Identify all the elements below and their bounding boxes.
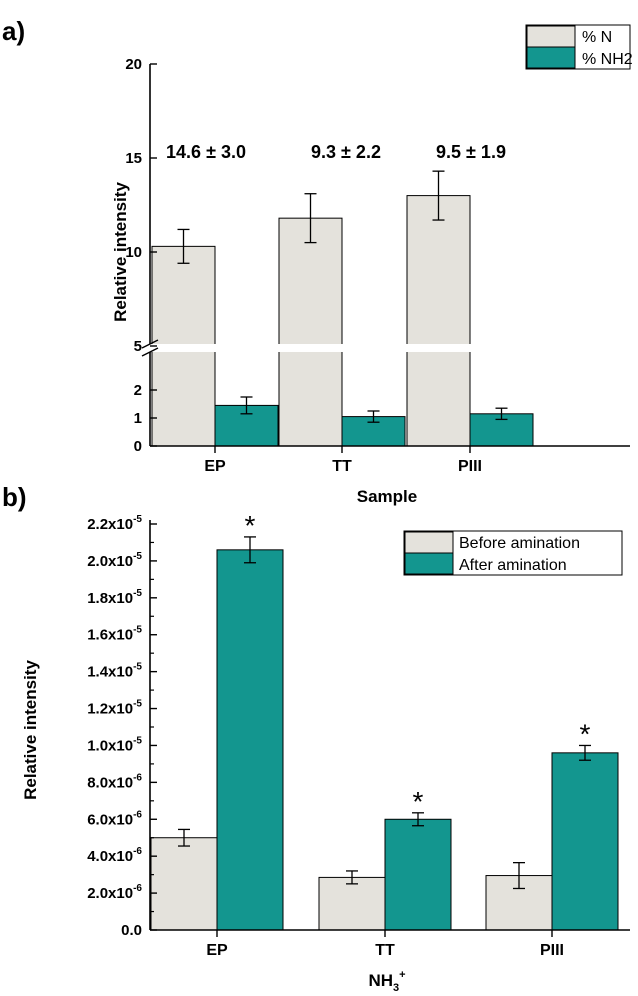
bar-after-amination-piii bbox=[551, 752, 619, 931]
annotation-ep: 14.6 ± 3.0 bbox=[166, 142, 246, 162]
panel-b-significance: * * * bbox=[245, 510, 591, 817]
panel-b-y-axis-title: Relative intensity bbox=[21, 660, 40, 800]
panel-b: b) * * * 0.0 2.0x10-6 4.0x10-6 6.0x10-6 8.0x10… bbox=[2, 482, 630, 994]
panel-a-bars bbox=[151, 195, 534, 447]
panel-b-x-ticks: EP TT PIII bbox=[206, 930, 564, 959]
x-tick-label-piii: PIII bbox=[540, 942, 564, 959]
y-tick-label: 5 bbox=[134, 338, 142, 355]
y-tick-label: 1 bbox=[134, 410, 142, 427]
significance-star-piii: * bbox=[580, 718, 591, 749]
bar-before-amination-tt bbox=[318, 876, 386, 931]
legend-swatch-n bbox=[526, 25, 576, 48]
x-tick-label-piii: PIII bbox=[458, 458, 482, 475]
panel-b-y-ticks: 0.0 2.0x10-6 4.0x10-6 6.0x10-6 8.0x10-6 1.0x1… bbox=[87, 514, 157, 939]
legend-swatch-nh2 bbox=[526, 46, 576, 69]
y-tick-label: 6.0x10-6 bbox=[87, 809, 142, 828]
bar-nh2-piii bbox=[469, 413, 534, 447]
panel-b-x-axis-title: NH3+ bbox=[368, 969, 405, 994]
bar-n-tt bbox=[278, 217, 343, 447]
panel-a-x-ticks: EP TT PIII bbox=[204, 446, 482, 475]
bar-before-amination-ep bbox=[150, 837, 218, 931]
legend-label-before: Before amination bbox=[459, 535, 580, 552]
y-tick-label: 15 bbox=[125, 150, 142, 167]
panel-a-y-axis-title: Relative intensity bbox=[111, 182, 130, 322]
panel-a-break-mark-bottom bbox=[141, 347, 159, 357]
x-tick-label-ep: EP bbox=[206, 942, 228, 959]
panel-b-bars bbox=[150, 549, 619, 931]
panel-a-y-ticks: 0 1 2 5 10 15 20 bbox=[125, 56, 157, 455]
y-tick-label: 1.8x10-5 bbox=[87, 588, 142, 607]
legend-label-nh2: % NH2 bbox=[582, 51, 633, 68]
y-tick-label: 2 bbox=[134, 382, 142, 399]
y-tick-label: 0.0 bbox=[121, 922, 142, 939]
x-tick-label-tt: TT bbox=[375, 942, 395, 959]
legend-swatch-before bbox=[404, 531, 454, 554]
panel-a-x-axis-title: Sample bbox=[357, 487, 417, 506]
x-tick-label-tt: TT bbox=[332, 458, 352, 475]
legend-label-n: % N bbox=[582, 29, 612, 46]
panel-a-legend: % N % NH2 bbox=[525, 24, 633, 70]
y-tick-label: 2.0x10-5 bbox=[87, 551, 142, 570]
y-tick-label: 2.0x10-6 bbox=[87, 883, 142, 902]
annotation-piii: 9.5 ± 1.9 bbox=[436, 142, 506, 162]
panel-a: a) 0 1 2 5 10 15 20 EP TT PIII Relative intensit… bbox=[2, 16, 634, 506]
y-tick-label: 0 bbox=[134, 438, 142, 455]
panel-a-error-bars bbox=[177, 170, 508, 423]
panel-a-letter: a) bbox=[2, 16, 25, 46]
bar-after-amination-ep bbox=[216, 549, 284, 931]
y-tick-label: 1.4x10-5 bbox=[87, 662, 142, 681]
y-tick-label: 20 bbox=[125, 56, 142, 73]
y-tick-label: 2.2x10-5 bbox=[87, 514, 142, 533]
y-tick-label: 1.2x10-5 bbox=[87, 699, 142, 718]
significance-star-tt: * bbox=[413, 786, 424, 817]
y-tick-label: 1.6x10-5 bbox=[87, 625, 142, 644]
annotation-tt: 9.3 ± 2.2 bbox=[311, 142, 381, 162]
y-tick-label: 8.0x10-6 bbox=[87, 772, 142, 791]
significance-star-ep: * bbox=[245, 510, 256, 541]
panel-a-break-mark-top bbox=[141, 339, 159, 349]
panel-a-axis-break bbox=[144, 344, 634, 352]
legend-label-after: After amination bbox=[459, 557, 567, 574]
y-tick-label: 4.0x10-6 bbox=[87, 846, 142, 865]
y-tick-label: 10 bbox=[125, 244, 142, 261]
panel-b-legend: Before amination After amination bbox=[403, 530, 623, 576]
y-tick-label: 1.0x10-5 bbox=[87, 735, 142, 754]
panel-b-letter: b) bbox=[2, 482, 27, 512]
bar-n-piii bbox=[406, 195, 471, 447]
legend-swatch-after bbox=[404, 552, 454, 575]
panel-b-error-bars bbox=[178, 536, 591, 890]
bar-after-amination-tt bbox=[384, 818, 452, 931]
x-tick-label-ep: EP bbox=[204, 458, 226, 475]
